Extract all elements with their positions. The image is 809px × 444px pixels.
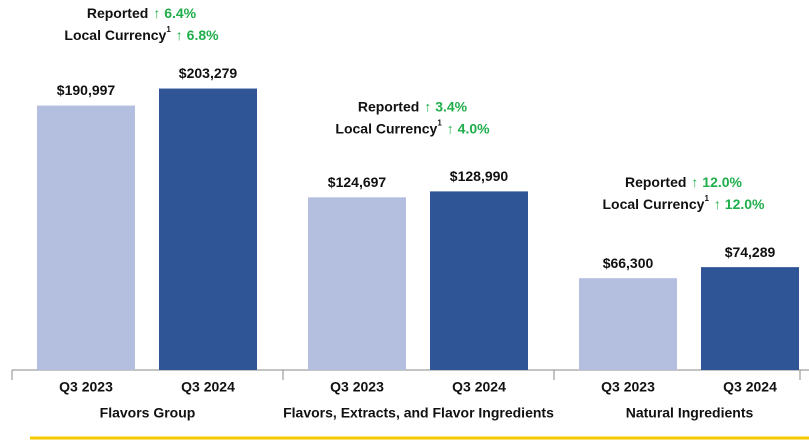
annotation: Reported ↑ 6.4% <box>87 5 197 21</box>
value-label: $190,997 <box>57 82 116 98</box>
annotation-value: ↑ 6.4% <box>153 5 196 21</box>
x-tick-label: Q3 2024 <box>723 379 777 395</box>
group-label: Natural Ingredients <box>626 405 754 421</box>
annotation-label: Reported <box>358 98 419 114</box>
annotation-value: ↑ 12.0% <box>691 174 742 190</box>
value-label: $74,289 <box>725 244 776 260</box>
bar <box>430 191 528 370</box>
annotation: Reported ↑ 12.0% <box>625 174 743 190</box>
bar <box>701 267 799 370</box>
annotation-value: ↑ 4.0% <box>447 120 490 136</box>
annotation-value: ↑ 3.4% <box>424 98 467 114</box>
annotation: Local Currency1 ↑ 4.0% <box>335 119 490 137</box>
bar <box>159 88 257 370</box>
group-label: Flavors, Extracts, and Flavor Ingredient… <box>283 405 554 421</box>
x-tick-label: Q3 2023 <box>330 379 384 395</box>
footnote-marker: 1 <box>166 25 171 34</box>
annotation: Local Currency1 ↑ 12.0% <box>603 194 766 212</box>
annotation-label: Local Currency <box>335 120 437 136</box>
footnote-marker: 1 <box>437 119 442 128</box>
x-tick-label: Q3 2023 <box>601 379 655 395</box>
annotation-value: ↑ 6.8% <box>176 27 219 43</box>
bar <box>579 278 677 370</box>
value-label: $128,990 <box>450 168 509 184</box>
footnote-marker: 1 <box>704 194 709 203</box>
annotation-label: Reported <box>625 174 686 190</box>
annotation-label: Reported <box>87 5 148 21</box>
group-label: Flavors Group <box>100 405 196 421</box>
annotation: Reported ↑ 3.4% <box>358 98 468 114</box>
bar <box>308 197 406 370</box>
value-label: $66,300 <box>603 255 654 271</box>
annotation-label: Local Currency <box>64 27 166 43</box>
x-tick-label: Q3 2024 <box>181 379 235 395</box>
annotation: Local Currency1 ↑ 6.8% <box>64 25 219 43</box>
annotation-label: Local Currency <box>603 196 705 212</box>
annotation-value: ↑ 12.0% <box>714 196 765 212</box>
value-label: $124,697 <box>328 174 387 190</box>
bar <box>37 105 135 371</box>
x-tick-label: Q3 2023 <box>59 379 113 395</box>
x-tick-label: Q3 2024 <box>452 379 506 395</box>
value-label: $203,279 <box>179 65 238 81</box>
